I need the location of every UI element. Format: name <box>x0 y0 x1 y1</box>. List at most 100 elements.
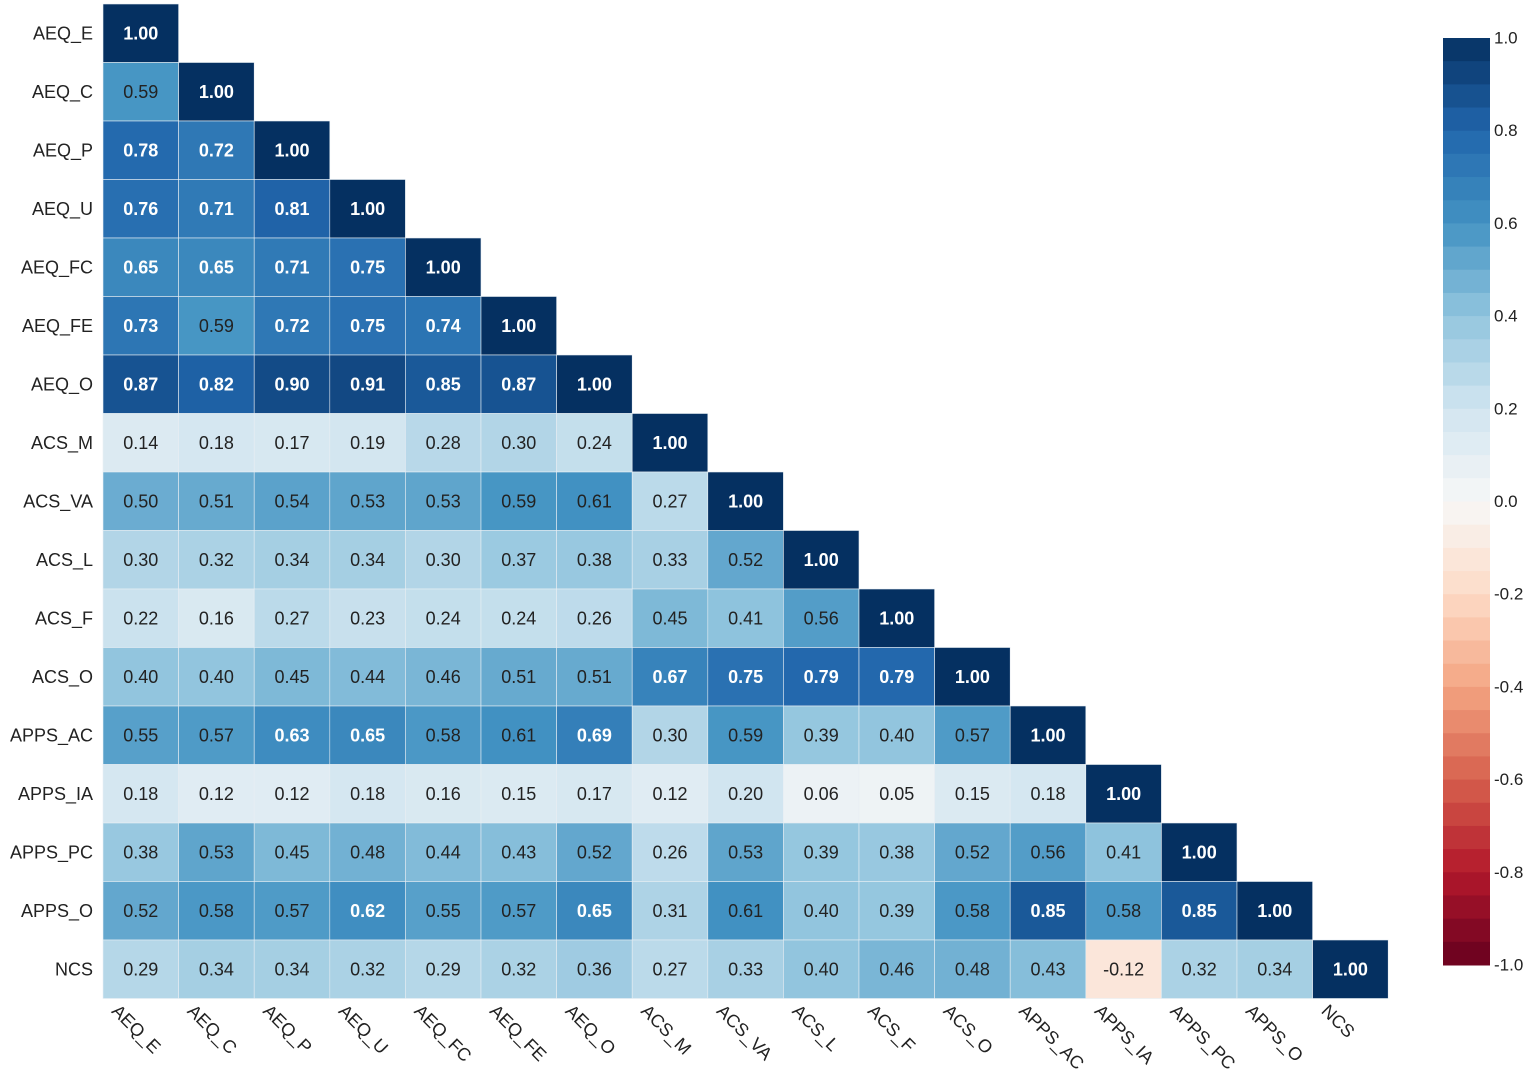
colorbar-segment <box>1443 153 1490 178</box>
heatmap-cell <box>631 647 709 707</box>
heatmap-cell <box>556 647 633 707</box>
cell-value-label: 0.18 <box>350 784 385 804</box>
heatmap-cell <box>102 471 179 531</box>
heatmap-cell <box>253 939 331 999</box>
colorbar-tick-label: 0.6 <box>1494 214 1518 233</box>
colorbar-segment <box>1443 501 1490 526</box>
cell-value-label: 0.61 <box>501 725 536 745</box>
colorbar-segment <box>1443 779 1490 804</box>
cell-value-label: 0.32 <box>1182 959 1217 979</box>
cell-value-label: 0.57 <box>955 725 990 745</box>
colorbar-segment <box>1443 941 1490 966</box>
column-labels: AEQ_E AEQ_C AEQ_P AEQ_U AEQ_FC AEQ_FE AEQ_O ACS… <box>107 1001 1358 1075</box>
heatmap-cell <box>329 296 406 356</box>
heatmap-cell <box>253 237 331 297</box>
cell-value-label: 0.65 <box>199 257 234 277</box>
heatmap-cell <box>102 354 179 414</box>
cell-value-label: 1.00 <box>1182 842 1217 862</box>
cell-value-label: 0.30 <box>123 550 158 570</box>
colorbar-segment <box>1443 223 1490 248</box>
row-label: AEQ_O <box>31 374 93 395</box>
column-label: NCS <box>1318 1001 1359 1042</box>
colorbar-tick-label: 1.0 <box>1494 29 1518 48</box>
heatmap-cell <box>783 530 860 590</box>
heatmap-cell <box>480 471 557 531</box>
cell-value-label: 0.12 <box>652 784 687 804</box>
row-label: AEQ_C <box>32 82 93 103</box>
cell-value-label: 0.43 <box>501 842 536 862</box>
colorbar-segment <box>1443 640 1490 665</box>
cell-value-label: 1.00 <box>123 23 158 43</box>
colorbar-segment <box>1443 269 1490 294</box>
cell-value-label: 0.58 <box>955 901 990 921</box>
column-label: AEQ_E <box>107 1001 164 1058</box>
colorbar-segment <box>1443 617 1490 642</box>
heatmap-cell <box>405 530 482 590</box>
colorbar-segment <box>1443 292 1490 317</box>
colorbar-segment <box>1443 362 1490 387</box>
cell-value-label: 0.79 <box>879 667 914 687</box>
cell-value-label: 0.52 <box>728 550 763 570</box>
cell-value-label: 0.18 <box>1030 784 1065 804</box>
heatmap-cell <box>631 764 709 824</box>
cell-value-label: 0.32 <box>501 959 536 979</box>
colorbar-tick-label: 0.4 <box>1494 307 1518 326</box>
cell-value-label: 0.46 <box>879 959 914 979</box>
cell-value-label: 0.40 <box>199 667 234 687</box>
row-label: ACS_O <box>32 667 93 688</box>
column-label: APPS_IA <box>1090 1001 1158 1069</box>
cell-value-label: 0.29 <box>123 959 158 979</box>
column-label: APPS_AC <box>1014 1001 1088 1075</box>
heatmap-cell <box>253 471 331 531</box>
heatmap-cell <box>405 647 482 707</box>
cell-value-label: 0.16 <box>199 608 234 628</box>
row-label: ACS_L <box>36 550 93 571</box>
heatmap-cell <box>783 647 860 707</box>
heatmap-cell <box>178 120 255 180</box>
heatmap-cell <box>102 530 179 590</box>
heatmap-cell <box>1009 764 1087 824</box>
cell-value-label: 0.59 <box>199 316 234 336</box>
colorbar-segment <box>1443 524 1490 549</box>
cell-value-label: 0.40 <box>804 959 839 979</box>
colorbar-segment <box>1443 455 1490 479</box>
column-label: APPS_PC <box>1166 1001 1240 1075</box>
colorbar-segment <box>1443 825 1490 850</box>
heatmap-cell <box>329 764 406 824</box>
heatmap-cell <box>1161 881 1238 941</box>
column-label: AEQ_FC <box>410 1001 476 1067</box>
cell-value-label: 0.40 <box>879 725 914 745</box>
heatmap-cell <box>178 647 255 707</box>
cell-value-label: 0.23 <box>350 608 385 628</box>
heatmap-cell <box>631 881 709 941</box>
cell-value-label: 0.90 <box>274 374 309 394</box>
cell-value-label: 0.78 <box>123 140 158 160</box>
row-labels: AEQ_E AEQ_C AEQ_P AEQ_U AEQ_FC AEQ_FE AEQ_O ACS… <box>10 23 93 979</box>
cell-value-label: 1.00 <box>1333 959 1368 979</box>
cell-value-label: 0.51 <box>501 667 536 687</box>
row-label: AEQ_U <box>32 199 93 220</box>
cell-value-label: 0.56 <box>804 608 839 628</box>
cell-value-label: 1.00 <box>1030 725 1065 745</box>
heatmap-cell <box>253 705 331 765</box>
heatmap-cell <box>178 881 255 941</box>
row-label: ACS_M <box>31 433 93 454</box>
heatmap-cell <box>480 588 557 648</box>
heatmap-cell <box>1009 939 1087 999</box>
heatmap-cell <box>1009 822 1087 882</box>
colorbar-tick-label: 0.8 <box>1494 121 1518 140</box>
heatmap-cell <box>253 764 331 824</box>
colorbar-segment <box>1443 130 1490 155</box>
cell-value-label: 0.79 <box>804 667 839 687</box>
heatmap-cell <box>858 764 935 824</box>
cell-value-label: 0.65 <box>123 257 158 277</box>
colorbar-tick-label: -1.0 <box>1494 956 1523 975</box>
cell-value-label: 0.24 <box>577 433 612 453</box>
colorbar-segment <box>1443 246 1490 271</box>
heatmap-cell <box>858 647 935 707</box>
heatmap-cell <box>707 647 784 707</box>
cell-value-label: 0.27 <box>652 959 687 979</box>
heatmap-cell <box>556 939 633 999</box>
cell-value-label: 0.12 <box>274 784 309 804</box>
heatmap-cell <box>405 939 482 999</box>
